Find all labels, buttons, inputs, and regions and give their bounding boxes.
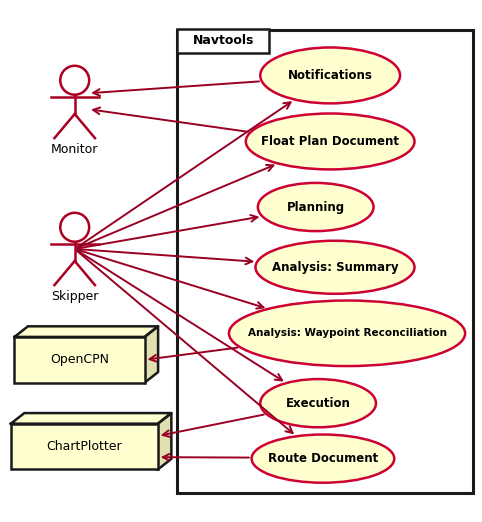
Text: OpenCPN: OpenCPN <box>50 353 109 366</box>
Ellipse shape <box>258 183 374 231</box>
Text: Analysis: Summary: Analysis: Summary <box>272 261 398 274</box>
Text: Skipper: Skipper <box>51 290 98 303</box>
FancyBboxPatch shape <box>177 30 473 493</box>
FancyBboxPatch shape <box>177 29 269 53</box>
Polygon shape <box>145 326 158 383</box>
FancyBboxPatch shape <box>11 424 158 469</box>
Ellipse shape <box>260 379 376 428</box>
Text: Execution: Execution <box>286 397 350 410</box>
FancyBboxPatch shape <box>14 337 145 383</box>
Text: Notifications: Notifications <box>288 69 373 82</box>
Text: Analysis: Waypoint Reconciliation: Analysis: Waypoint Reconciliation <box>248 328 446 338</box>
Ellipse shape <box>255 241 415 294</box>
Text: Float Plan Document: Float Plan Document <box>261 135 399 148</box>
Polygon shape <box>14 326 158 337</box>
Ellipse shape <box>229 301 465 366</box>
Text: Planning: Planning <box>287 200 345 213</box>
Text: ChartPlotter: ChartPlotter <box>47 440 122 453</box>
Text: Route Document: Route Document <box>268 452 378 465</box>
Polygon shape <box>11 413 172 424</box>
Text: Monitor: Monitor <box>51 143 98 156</box>
Ellipse shape <box>246 113 415 170</box>
Ellipse shape <box>252 434 394 483</box>
Text: Navtools: Navtools <box>192 34 254 47</box>
Polygon shape <box>158 413 172 469</box>
Ellipse shape <box>260 48 400 103</box>
